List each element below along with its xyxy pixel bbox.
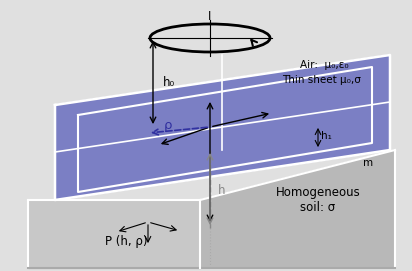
Polygon shape <box>200 150 395 268</box>
Text: P (h, ρ): P (h, ρ) <box>105 235 147 249</box>
Text: Homogeneous
soil: σ: Homogeneous soil: σ <box>276 186 360 214</box>
Text: m: m <box>363 158 373 168</box>
Text: h₁: h₁ <box>321 131 332 141</box>
Polygon shape <box>28 200 200 268</box>
Text: h₀: h₀ <box>163 76 175 89</box>
Text: h: h <box>218 183 225 196</box>
Text: ρ: ρ <box>164 118 172 131</box>
Text: Thin sheet μ₀,σ: Thin sheet μ₀,σ <box>282 75 361 85</box>
Text: Air:  μ₀,ε₀: Air: μ₀,ε₀ <box>300 60 349 70</box>
Text: I: I <box>208 9 212 22</box>
Polygon shape <box>55 55 390 200</box>
